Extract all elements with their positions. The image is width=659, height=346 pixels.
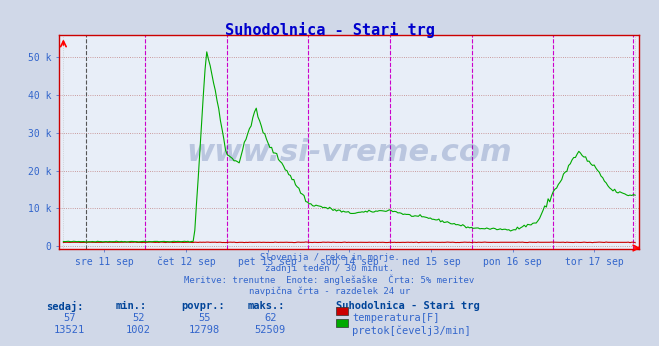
Text: min.:: min.: [115, 301, 146, 311]
Text: pretok[čevelj3/min]: pretok[čevelj3/min] [352, 325, 471, 336]
Text: maks.:: maks.: [247, 301, 285, 311]
Text: 62: 62 [264, 313, 276, 323]
Text: Suhodolnica - Stari trg: Suhodolnica - Stari trg [336, 301, 480, 311]
Text: 52509: 52509 [254, 325, 286, 335]
Text: temperatura[F]: temperatura[F] [352, 313, 440, 323]
Text: sedaj:: sedaj: [46, 301, 84, 312]
Text: 52: 52 [132, 313, 144, 323]
Text: 55: 55 [198, 313, 210, 323]
Text: 1002: 1002 [126, 325, 151, 335]
Text: www.si-vreme.com: www.si-vreme.com [186, 138, 512, 167]
Text: 57: 57 [63, 313, 75, 323]
Text: 13521: 13521 [53, 325, 85, 335]
Text: povpr.:: povpr.: [181, 301, 225, 311]
Text: Slovenija / reke in morje.
zadnji teden / 30 minut.
Meritve: trenutne  Enote: an: Slovenija / reke in morje. zadnji teden … [185, 253, 474, 296]
Text: Suhodolnica - Stari trg: Suhodolnica - Stari trg [225, 22, 434, 38]
Text: 12798: 12798 [188, 325, 220, 335]
